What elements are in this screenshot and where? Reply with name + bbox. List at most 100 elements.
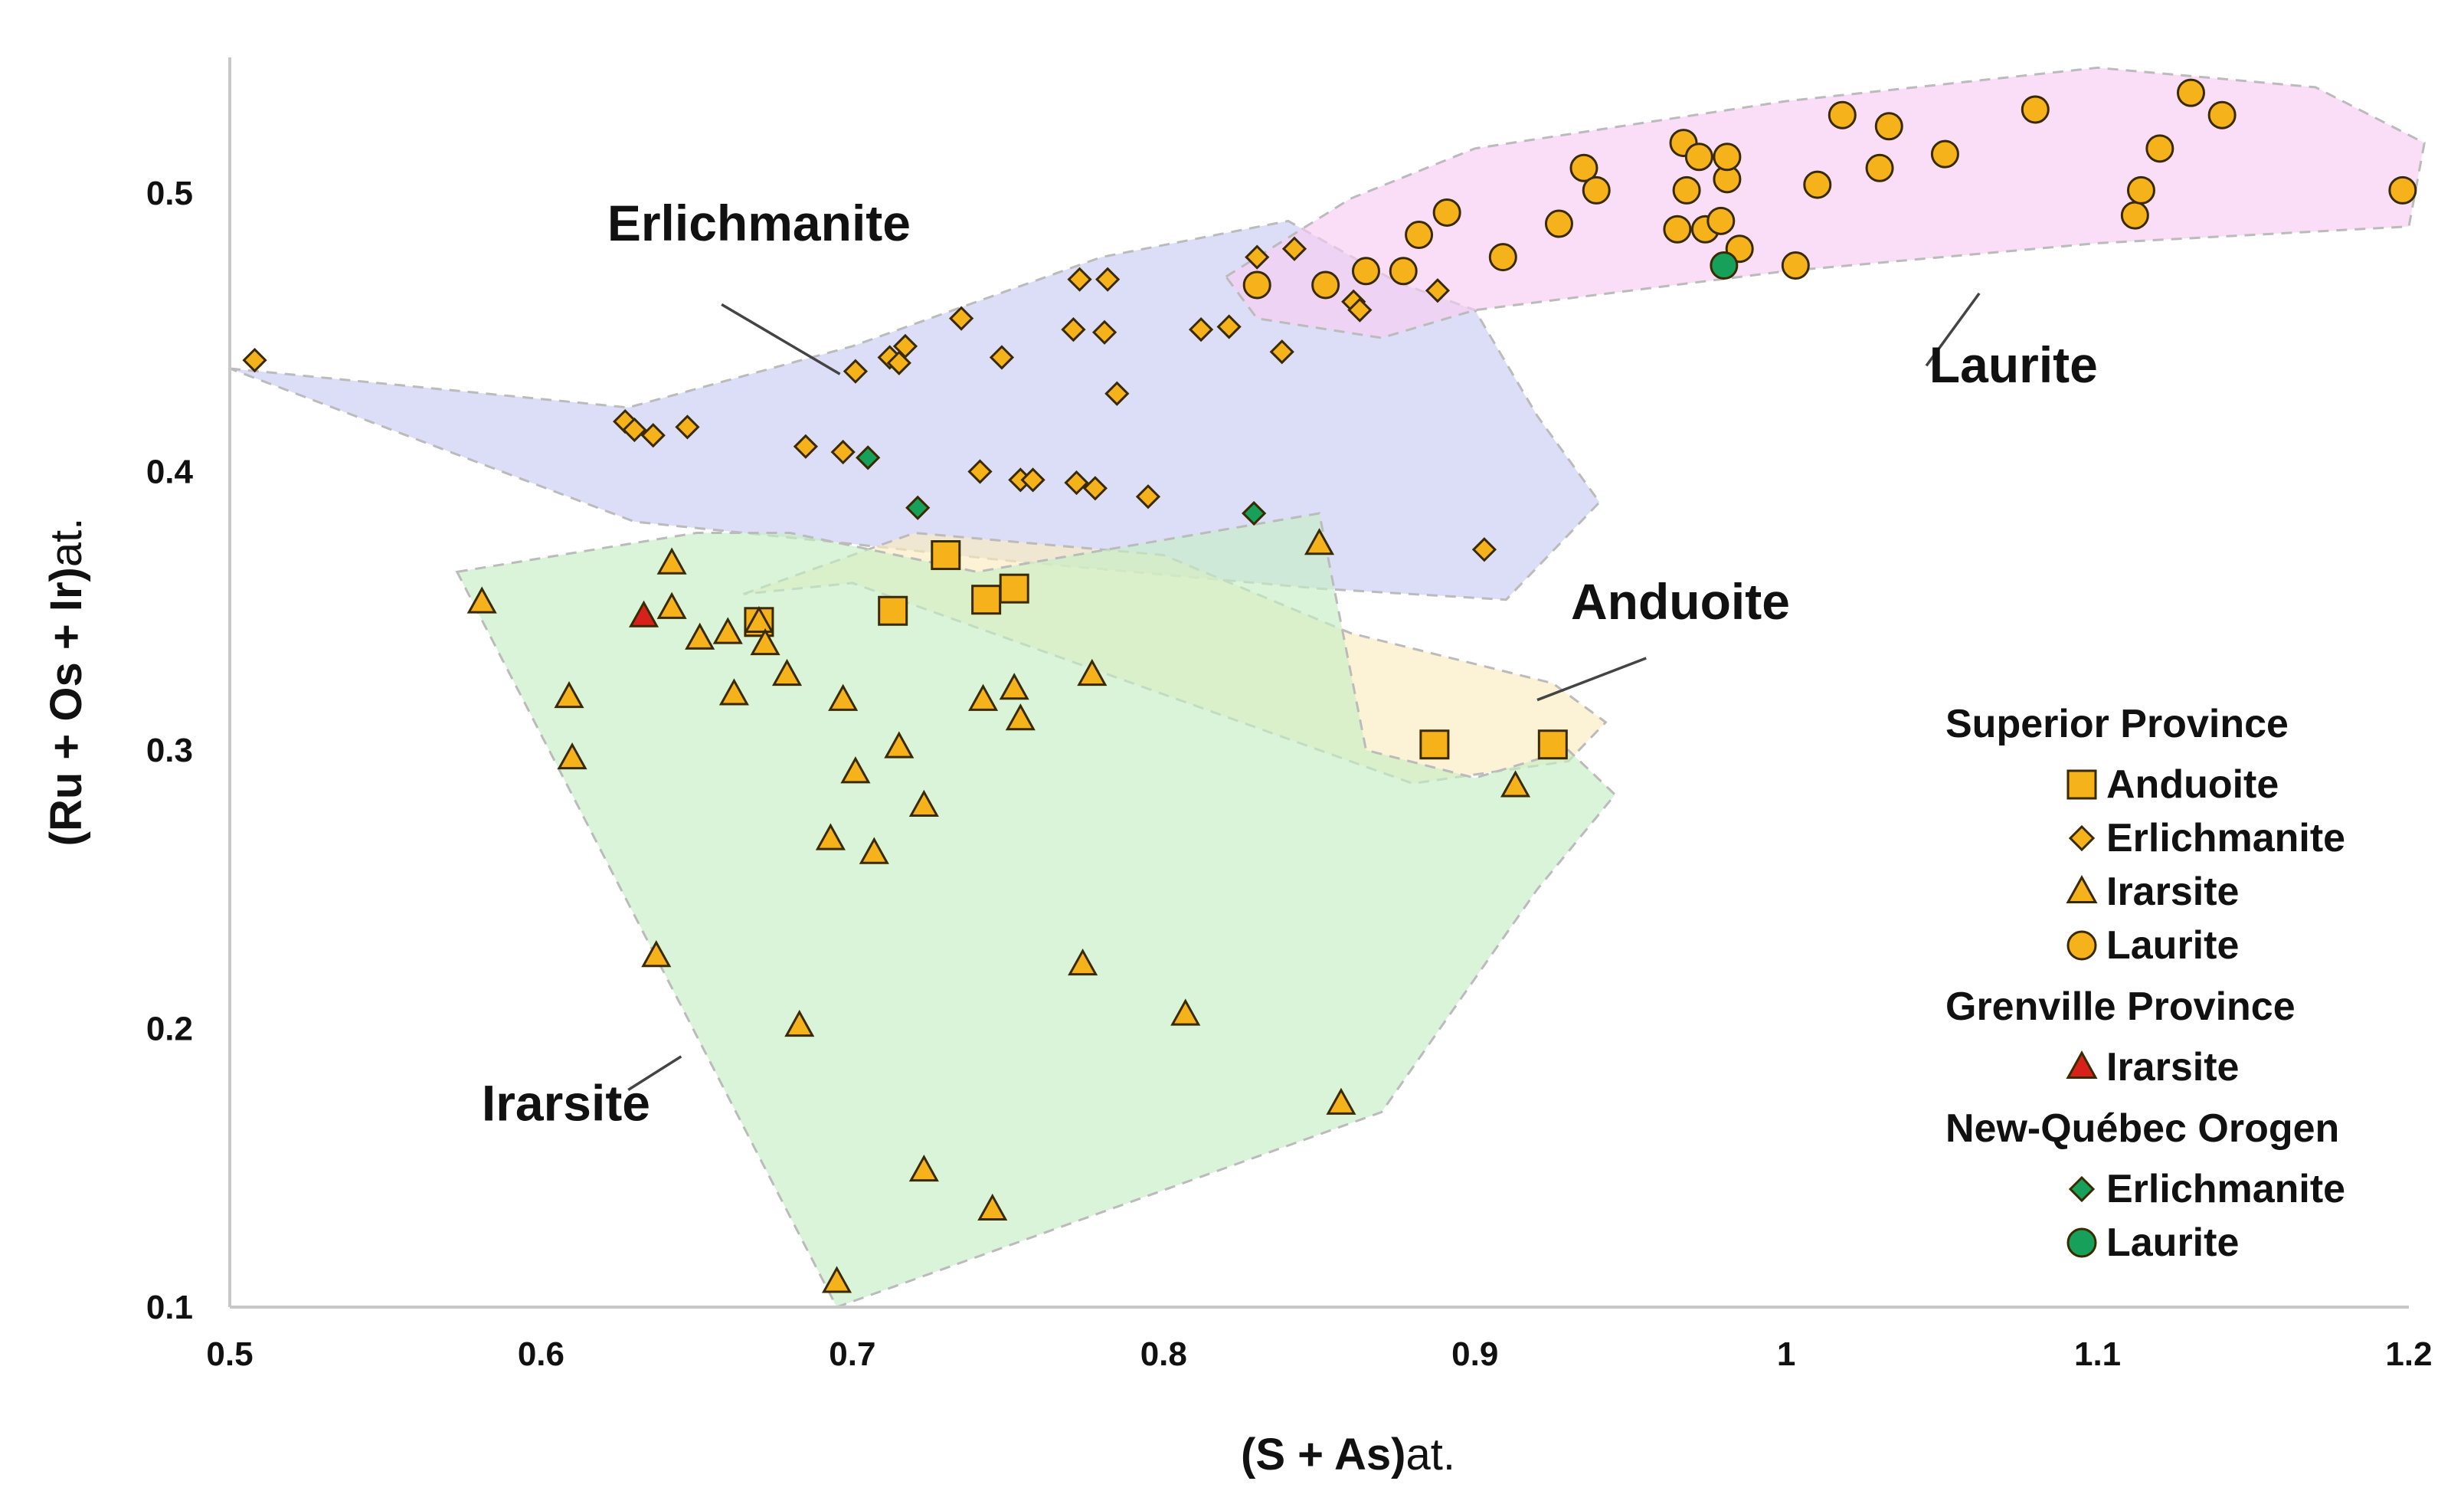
point-anduoite (878, 595, 908, 626)
point-laurite (1544, 209, 1573, 238)
point-anduoite (1537, 729, 1568, 760)
point-irarsite (554, 680, 584, 709)
point-erlichmanite (1067, 267, 1092, 292)
point-laurite (1663, 215, 1692, 244)
legend-entry-erlichmanite: Erlichmanite (2106, 816, 2345, 860)
y-axis-label-suffix: at. (41, 518, 91, 568)
point-erlichmanite (1242, 500, 1267, 526)
point-anduoite (971, 585, 1002, 615)
point-irarsite (656, 547, 687, 575)
point-laurite (2207, 100, 2237, 129)
legend-marker-laurite (2066, 1227, 2097, 1258)
point-erlichmanite (242, 347, 267, 373)
point-erlichmanite (1269, 339, 1294, 365)
leader-line-irarsite (627, 1055, 682, 1091)
point-irarsite (1068, 948, 1098, 976)
point-irarsite (968, 683, 999, 711)
point-erlichmanite (675, 415, 700, 440)
x-axis-label-main: (S + As) (1241, 1430, 1405, 1479)
point-erlichmanite (622, 417, 647, 443)
legend-entry-laurite: Laurite (2106, 1221, 2239, 1265)
point-irarsite (744, 605, 774, 634)
points-layer (242, 78, 2417, 1293)
legend-group-superior-province: Superior Province (1945, 702, 2289, 746)
axes-layer (228, 57, 2409, 1309)
point-erlichmanite (948, 306, 974, 331)
y-axis-label-main: (Ru + Os + Ir) (41, 567, 91, 846)
point-irarsite (718, 678, 749, 706)
legend-marker-irarsite (2066, 875, 2098, 903)
point-irarsite (1326, 1087, 1356, 1115)
point-erlichmanite (1061, 316, 1086, 342)
point-erlichmanite (989, 345, 1015, 370)
x-tick-label: 0.8 (1140, 1335, 1187, 1373)
point-irarsite (908, 789, 939, 817)
point-irarsite (1500, 770, 1531, 798)
point-irarsite (784, 1009, 815, 1037)
legend-marker-anduoite (2066, 769, 2097, 800)
x-tick-label: 0.9 (1451, 1335, 1498, 1373)
point-erlichmanite (1188, 316, 1214, 342)
point-erlichmanite (843, 359, 869, 384)
point-anduoite (999, 573, 1029, 604)
legend-marker-irarsite (2066, 1050, 2098, 1079)
point-irarsite (908, 1154, 939, 1182)
y-axis-label: (Ru + Os + Ir)at. (41, 518, 91, 847)
leader-line-erlichmanite (721, 303, 841, 375)
point-laurite (1389, 257, 1418, 286)
point-irarsite (466, 586, 497, 614)
series-superior-province-laurite (1242, 78, 2417, 300)
point-irarsite (884, 731, 915, 759)
point-laurite (1713, 143, 1742, 172)
legend: Superior Province Anduoite Erlichmanite Ira… (1945, 702, 2345, 1265)
y-tick-label: 0.3 (146, 732, 193, 769)
point-laurite (1706, 206, 1736, 235)
legend-group-grenville-province: Grenville Province (1945, 985, 2295, 1029)
x-axis-label: (S + As)at. (1241, 1430, 1455, 1479)
point-irarsite (859, 837, 889, 864)
point-laurite (1828, 100, 1857, 129)
point-irarsite (821, 1266, 852, 1293)
point-laurite (1432, 198, 1461, 227)
point-laurite (1803, 170, 1832, 199)
point-erlichmanite (1281, 236, 1307, 261)
point-laurite (1865, 153, 1894, 182)
point-erlichmanite (1020, 467, 1045, 493)
point-erlichmanite (1091, 319, 1117, 345)
point-laurite (1874, 112, 1903, 141)
y-tick-label: 0.1 (146, 1289, 193, 1326)
legend-marker-erlichmanite (2068, 824, 2096, 852)
series-grenville-province-irarsite (629, 600, 659, 627)
series-superior-province-anduoite (744, 540, 1568, 760)
field-label-laurite: Laurite (1929, 336, 2098, 393)
point-irarsite (1304, 528, 1335, 555)
legend-entry-anduoite: Anduoite (2106, 762, 2279, 807)
point-irarsite (1005, 703, 1036, 731)
point-irarsite (999, 673, 1029, 700)
legend-marker-laurite (2066, 930, 2097, 961)
point-laurite (1569, 153, 1598, 182)
legend-entry-irarsite: Irarsite (2106, 1045, 2239, 1089)
point-irarsite (977, 1193, 1008, 1221)
leader-line-laurite (1925, 292, 1981, 367)
point-erlichmanite (1425, 278, 1451, 303)
point-laurite (2120, 201, 2149, 230)
point-erlichmanite (1245, 244, 1270, 270)
x-tick-label: 1.2 (2385, 1335, 2432, 1373)
point-erlichmanite (1064, 470, 1089, 496)
point-laurite (1684, 143, 1713, 172)
y-tick-label: 0.2 (146, 1011, 193, 1048)
field-label-erlichmanite: Erlichmanite (607, 195, 911, 251)
series-new-quebec-orogen-erlichmanite (856, 445, 1267, 526)
point-laurite (2145, 134, 2174, 163)
point-irarsite (750, 627, 780, 656)
x-tick-label: 1 (1777, 1335, 1795, 1373)
legend-group-new-quebec-orogen: New-Québec Orogen (1945, 1106, 2339, 1151)
point-erlichmanite (1216, 314, 1242, 339)
point-laurite (2388, 175, 2417, 205)
x-tick-label: 0.7 (829, 1335, 875, 1373)
legend-entry-erlichmanite: Erlichmanite (2106, 1167, 2345, 1211)
point-laurite (1351, 257, 1380, 286)
